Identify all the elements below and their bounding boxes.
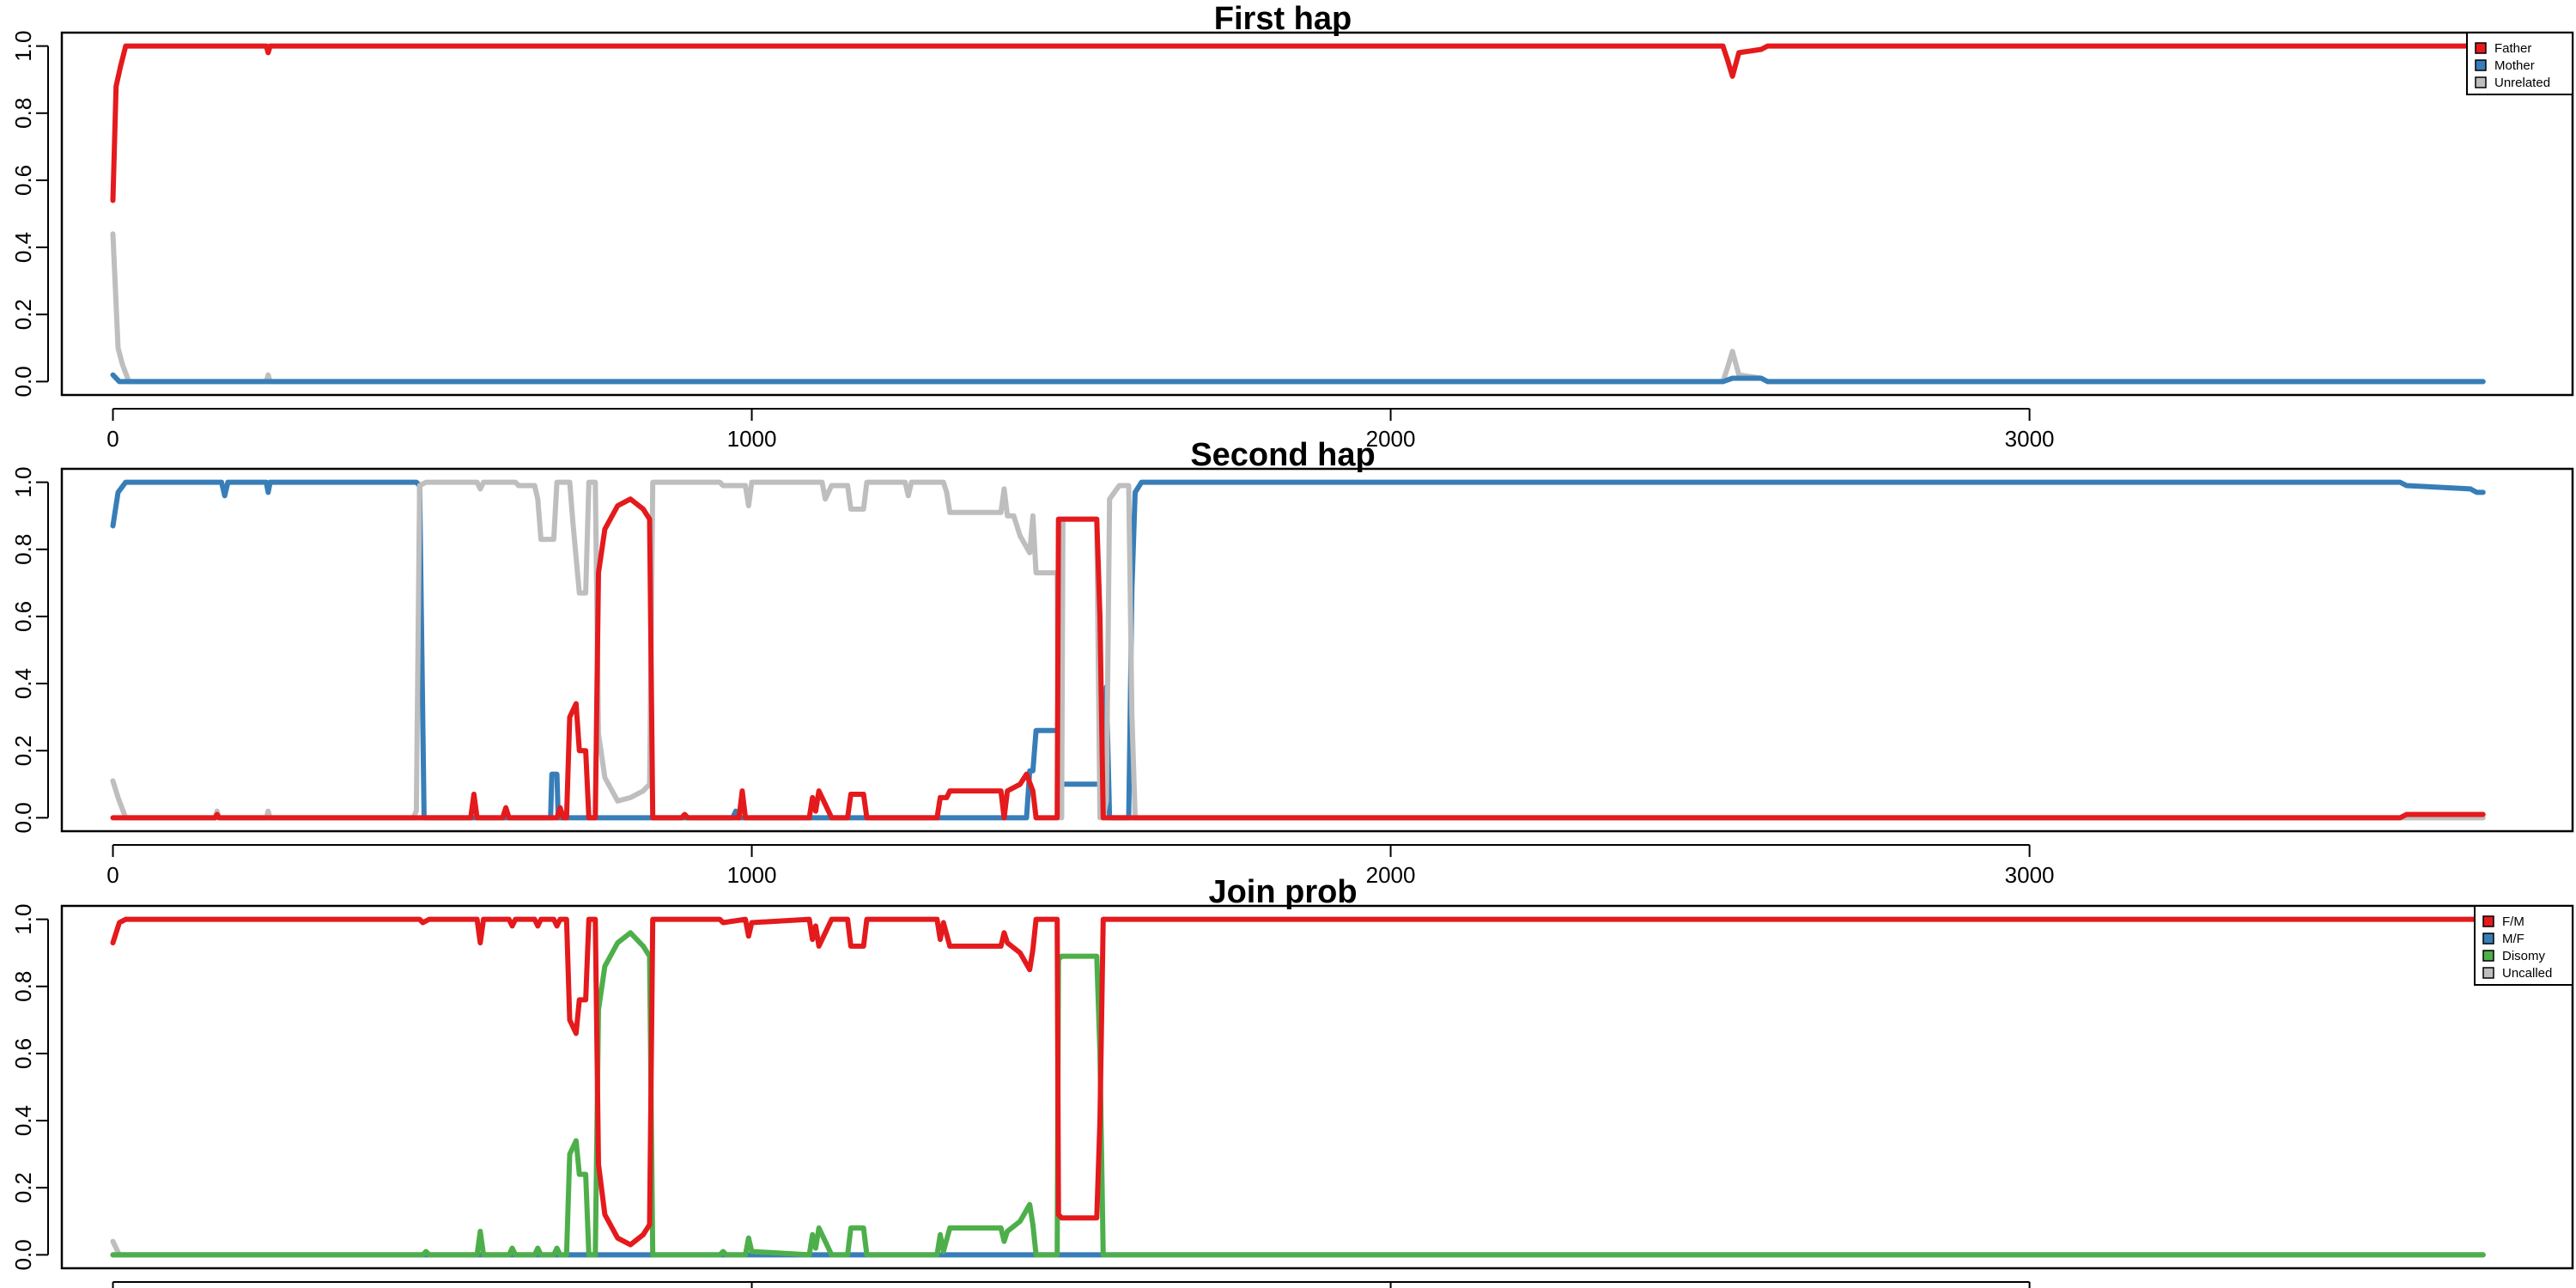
plot-frame — [60, 467, 2574, 833]
legend-label: Uncalled — [2502, 966, 2552, 981]
chart-panel-3: 0.00.20.40.60.81.00100020003000Join prob… — [10, 874, 2574, 1288]
x-tick-label: 0 — [106, 862, 118, 888]
series-line-3 — [110, 496, 2486, 821]
legend-swatch — [2475, 42, 2487, 54]
y-tick-label: 1.0 — [10, 31, 36, 62]
y-tick-label: 0.8 — [10, 534, 36, 565]
y-tick-label: 0.2 — [10, 299, 36, 330]
y-tick-label: 0.6 — [10, 165, 36, 196]
y-tick-label: 0.6 — [10, 601, 36, 632]
legend-label: Father — [2494, 41, 2531, 56]
y-tick-label: 0.4 — [10, 232, 36, 263]
x-tick-label: 2000 — [1366, 426, 1416, 452]
y-tick-label: 0.2 — [10, 735, 36, 766]
chart-title: Join prob — [1208, 874, 1357, 910]
legend-swatch — [2475, 59, 2487, 71]
y-tick-label: 0.4 — [10, 668, 36, 699]
legend: Father Mother Unrelated — [2466, 32, 2573, 95]
series-line-1 — [110, 479, 2486, 821]
y-tick-label: 0.0 — [10, 1239, 36, 1270]
y-tick-label: 0.0 — [10, 366, 36, 397]
y-tick-label: 0.6 — [10, 1038, 36, 1069]
series-line-1 — [110, 231, 2486, 385]
legend-label: F/M — [2502, 914, 2524, 929]
x-tick-label: 1000 — [727, 862, 777, 888]
legend-swatch — [2482, 915, 2494, 927]
chart-panel-1: 0.0 0.2 0.4 0.6 0.8 1.0 0 1000 2000 3000 First hap… — [10, 1, 2574, 452]
series-line-4 — [110, 916, 2486, 1248]
series-line-3 — [110, 43, 2486, 204]
y-tick-label: 1.0 — [10, 467, 36, 498]
chart-title: First hap — [1214, 1, 1352, 37]
x-tick-label: 0 — [106, 426, 118, 452]
y-tick-label: 1.0 — [10, 904, 36, 935]
chart-title: Second hap — [1190, 437, 1375, 473]
legend: F/M M/F Disomy Uncalled — [2474, 905, 2573, 986]
plot-frame — [60, 31, 2574, 397]
series-group — [110, 916, 2486, 1258]
y-tick-label: 0.8 — [10, 971, 36, 1002]
series-line-3 — [110, 930, 2486, 1258]
legend-swatch — [2475, 76, 2487, 88]
series-group — [110, 479, 2486, 821]
legend-label: Mother — [2494, 58, 2535, 73]
chart-panel-2: 0.0 0.2 0.4 0.6 0.8 1.0 0 1000 2000 3000 Second ha… — [10, 437, 2574, 888]
x-tick-label: 2000 — [1366, 862, 1416, 888]
legend-label: Unrelated — [2494, 76, 2550, 90]
y-tick-label: 0.2 — [10, 1172, 36, 1203]
legend-label: Disomy — [2502, 949, 2546, 963]
y-tick-label: 0.4 — [10, 1105, 36, 1136]
y-tick-label: 0.8 — [10, 98, 36, 129]
plot-frame — [60, 904, 2574, 1270]
legend-swatch — [2482, 950, 2494, 962]
series-line-2 — [110, 479, 2486, 821]
legend-swatch — [2482, 933, 2494, 945]
legend-swatch — [2482, 967, 2494, 979]
series-group — [110, 43, 2486, 385]
y-tick-label: 0.0 — [10, 802, 36, 833]
series-line-2 — [110, 372, 2486, 385]
x-tick-label: 3000 — [2005, 426, 2055, 452]
legend-label: M/F — [2502, 932, 2524, 946]
x-tick-label: 3000 — [2005, 862, 2055, 888]
x-tick-label: 1000 — [727, 426, 777, 452]
